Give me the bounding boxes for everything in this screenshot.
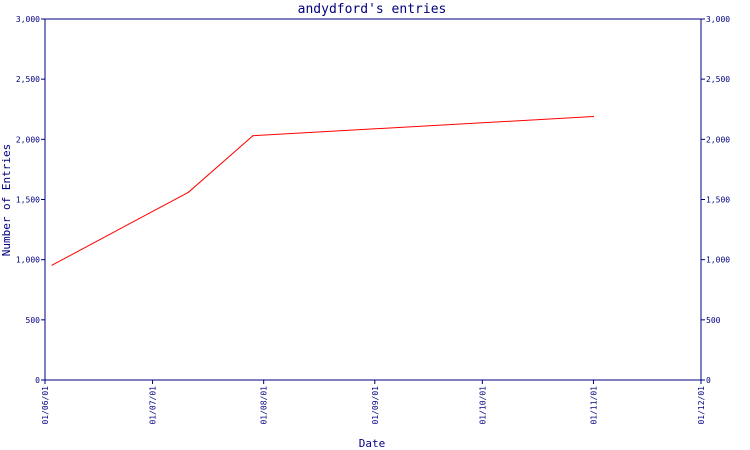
- x-tick-label: 01/11/01: [589, 386, 598, 425]
- y-tick-label-left: 0: [35, 376, 40, 385]
- series-lines: [51, 115, 595, 266]
- plot-frame: [44, 18, 702, 381]
- x-axis-label: Date: [359, 437, 386, 450]
- y-axis-label: Number of Entries: [0, 144, 13, 257]
- x-tick-label: 01/07/01: [149, 386, 158, 425]
- y-tick-label-left: 1,000: [16, 256, 40, 265]
- y-tick-label-left: 500: [26, 316, 41, 325]
- x-tick-label: 01/09/01: [371, 386, 380, 425]
- y-tick-label-left: 2,500: [16, 75, 40, 84]
- y-axis: 0 0 500 500 1,000 1,000 1,500 1,500 2,000 2,000 2,…: [16, 15, 730, 385]
- data-point: [187, 191, 189, 193]
- x-tick-label: 01/12/01: [697, 386, 706, 425]
- x-axis: 01/06/01 01/07/01 01/08/01 01/09/01 01/10/01…: [41, 380, 706, 425]
- y-tick-label-right: 500: [706, 316, 721, 325]
- y-tick-label-left: 3,000: [16, 15, 40, 24]
- y-tick-label-right: 3,000: [706, 15, 730, 24]
- y-tick-label-right: 1,000: [706, 256, 730, 265]
- x-tick-label: 01/06/01: [41, 386, 50, 425]
- y-tick-label-left: 1,500: [16, 196, 40, 205]
- series-line: [51, 116, 594, 266]
- data-point: [592, 115, 595, 118]
- data-point: [51, 264, 53, 266]
- x-tick-label: 01/08/01: [260, 386, 269, 425]
- y-tick-label-left: 2,000: [16, 135, 40, 144]
- y-tick-label-right: 1,500: [706, 196, 730, 205]
- y-tick-label-right: 2,500: [706, 75, 730, 84]
- y-tick-label-right: 2,000: [706, 135, 730, 144]
- data-point: [252, 135, 254, 137]
- y-tick-label-right: 0: [706, 376, 711, 385]
- x-tick-label: 01/10/01: [478, 386, 487, 425]
- chart-title: andydford's entries: [298, 2, 447, 17]
